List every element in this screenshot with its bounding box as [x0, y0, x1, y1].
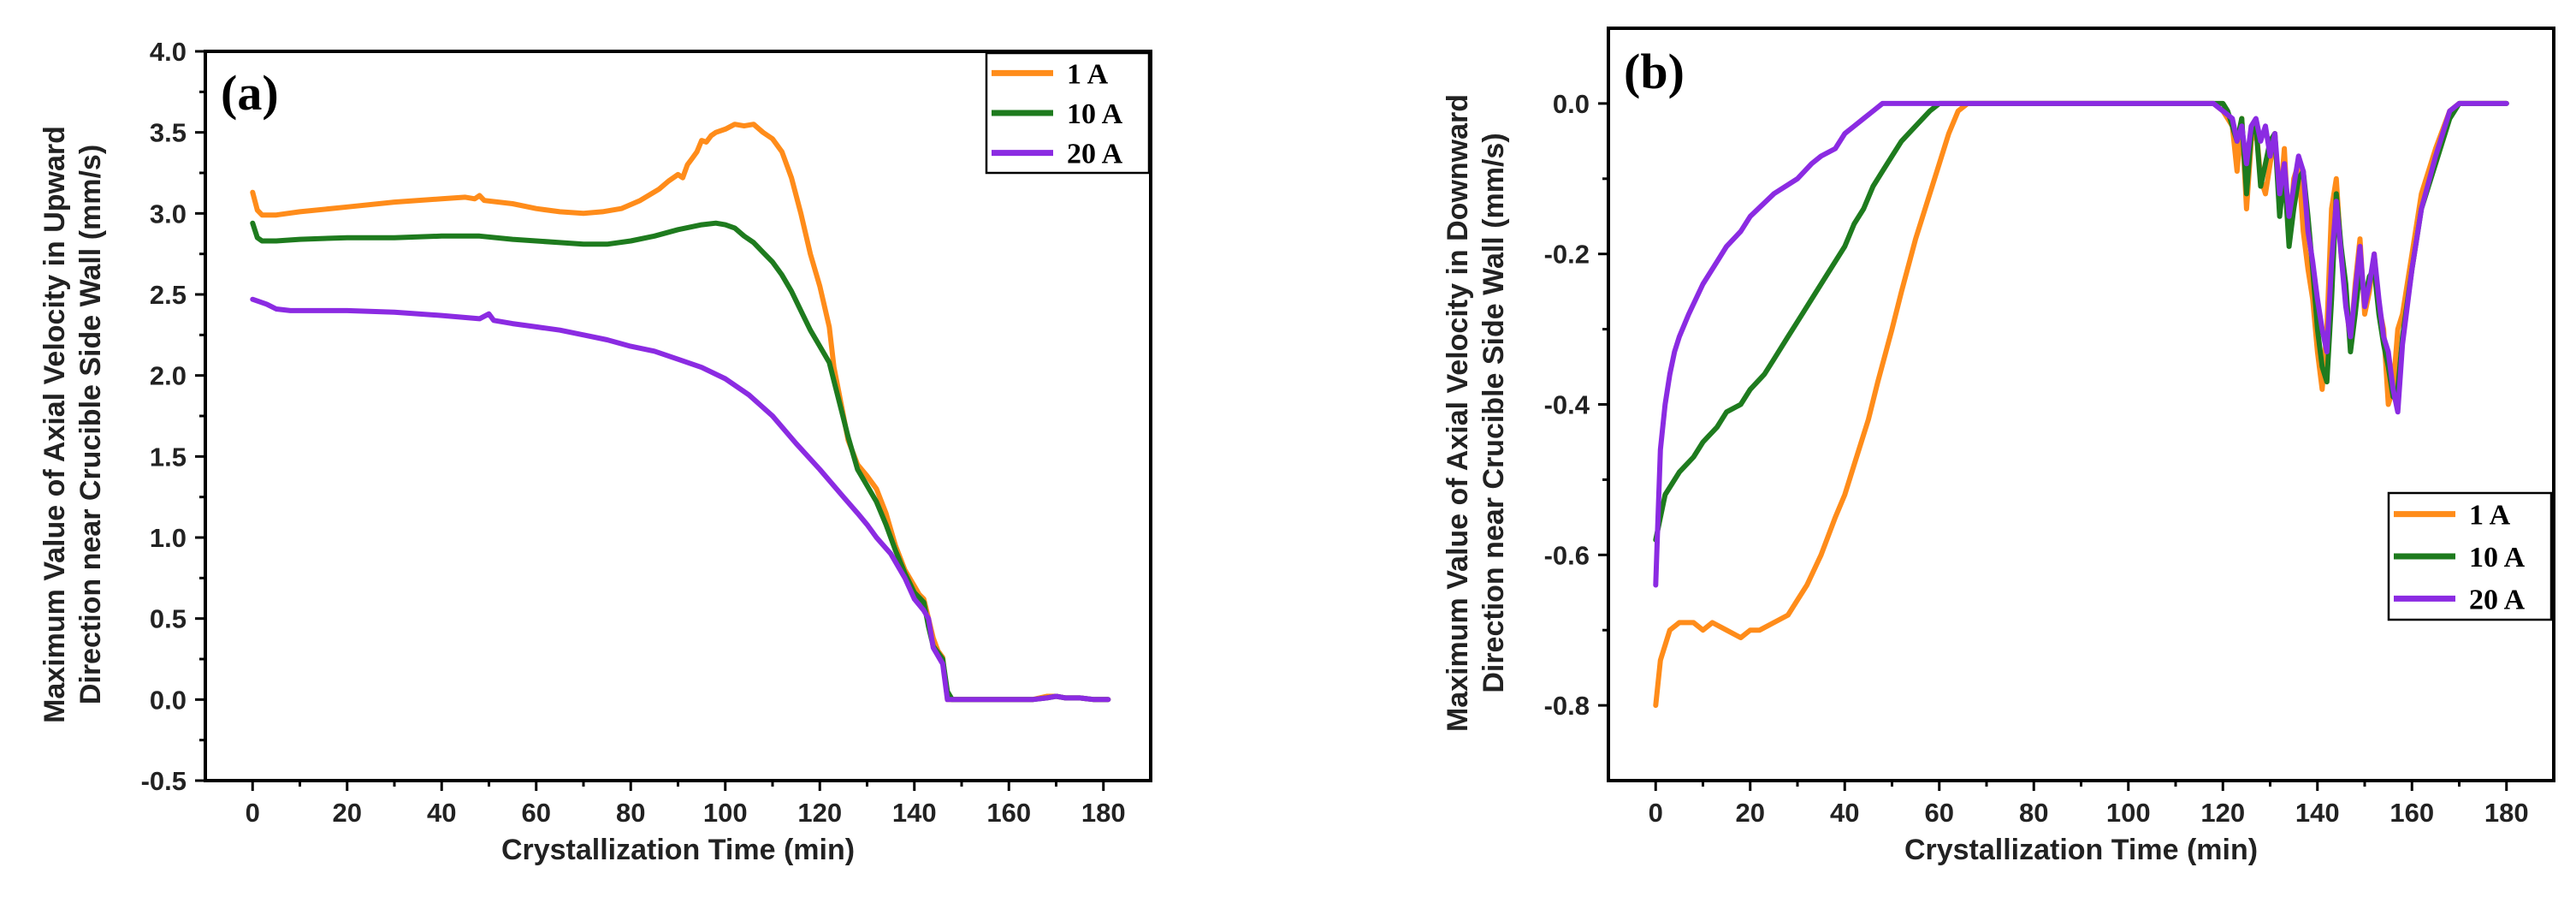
- chart-panel-a: 0 20 40 60 80 100 120 140 160 180 -0.5 0.0 0.5 1.0 1.5…: [38, 37, 1152, 866]
- panel-b-legend-label-10-a: 10 A: [2469, 542, 2526, 573]
- panel-a-x-tick-label: 100: [703, 798, 748, 828]
- panel-a-y-tick-label: 4.0: [150, 37, 187, 67]
- panel-b-y-tick-label: 0.0: [1553, 89, 1590, 119]
- panel-a-x-tick-label: 160: [986, 798, 1031, 828]
- panel-b-x-tick-label: 60: [1925, 798, 1954, 828]
- panel-a-y-tick-label: 1.0: [150, 523, 187, 553]
- panel-b-x-axis-title: Crystallization Time (min): [1904, 834, 2258, 866]
- panel-a-x-axis-title: Crystallization Time (min): [501, 834, 855, 866]
- panel-a-y-tick-label: 0.5: [150, 604, 187, 634]
- panel-b-x-tick-label: 140: [2295, 798, 2340, 828]
- panel-a-y-tick-label: 3.5: [150, 118, 187, 148]
- panel-a-legend-label-20-a: 20 A: [1067, 139, 1123, 170]
- panel-b-y-tick-label: -0.4: [1544, 390, 1590, 420]
- panel-a-x-tick-label: 0: [246, 798, 260, 828]
- panel-b-y-axis-title-line-1: Maximum Value of Axial Velocity in Downw…: [1442, 94, 1474, 732]
- panel-b-plot-frame: [1607, 27, 2555, 782]
- panel-a-legend-label-10-a: 10 A: [1067, 98, 1123, 130]
- panel-a-series-10-a: [250, 220, 1111, 703]
- panel-a-series-1-a: [250, 122, 1111, 703]
- panel-b-label: (b): [1624, 44, 1685, 99]
- panel-b-y-tick-label: -0.2: [1544, 240, 1590, 270]
- panel-a-x-tick-label: 120: [797, 798, 842, 828]
- panel-b-x-tick-label: 40: [1830, 798, 1859, 828]
- panel-b-x-tick-label: 120: [2200, 798, 2245, 828]
- panel-a-label: (a): [221, 65, 279, 121]
- panel-b-series-1-a: [1653, 100, 2509, 709]
- panel-a-y-tick-label: 2.5: [150, 280, 187, 310]
- panel-a-y-tick-label: -0.5: [141, 766, 187, 796]
- panel-a-y-axis-title-line-1: Maximum Value of Axial Velocity in Upwar…: [38, 126, 71, 723]
- panel-b-y-tick-label: -0.6: [1544, 540, 1590, 570]
- panel-b-legend-label-1-a: 1 A: [2469, 500, 2511, 532]
- panel-a-legend-label-1-a: 1 A: [1067, 58, 1109, 90]
- panel-a-x-tick-label: 60: [522, 798, 551, 828]
- panel-b-x-tick-label: 180: [2484, 798, 2529, 828]
- panel-a-y-tick-label: 0.0: [150, 685, 187, 715]
- panel-b-x-tick-label: 80: [2019, 798, 2048, 828]
- panel-b-series-20-a: [1653, 100, 2509, 588]
- panel-b-x-tick-label: 160: [2389, 798, 2434, 828]
- panel-b-legend-label-20-a: 20 A: [2469, 584, 2526, 615]
- panel-b-x-tick-label: 20: [1736, 798, 1765, 828]
- panel-a-x-tick-label: 140: [892, 798, 937, 828]
- panel-b-y-tick-label: -0.8: [1544, 691, 1590, 721]
- panel-a-y-tick-label: 3.0: [150, 199, 187, 229]
- chart-panel-b: 0 20 40 60 80 100 120 140 160 180 -0.8 -0.6 -0.4 -0.2…: [1442, 27, 2555, 866]
- panel-a-legend: 1 A 10 A 20 A: [985, 51, 1151, 175]
- panel-a-y-axis-title-line-2: Direction near Crucible Side Wall (mm/s): [74, 145, 107, 704]
- panel-a-x-tick-label: 40: [427, 798, 456, 828]
- panel-a-x-tick-label: 180: [1081, 798, 1126, 828]
- panel-b-series-10-a: [1653, 100, 2509, 543]
- panel-a-y-tick-label: 2.0: [150, 361, 187, 391]
- panel-a-x-tick-label: 80: [616, 798, 645, 828]
- panel-a-x-tick-label: 20: [333, 798, 362, 828]
- panel-b-y-axis-title-line-2: Direction near Crucible Side Wall (mm/s): [1477, 133, 1510, 692]
- panel-a-series-20-a: [250, 296, 1111, 703]
- panel-b-x-tick-label: 100: [2106, 798, 2151, 828]
- panel-a-y-tick-label: 1.5: [150, 442, 187, 472]
- panel-b-legend: 1 A 10 A 20 A: [2387, 491, 2553, 621]
- panel-b-x-tick-label: 0: [1649, 798, 1663, 828]
